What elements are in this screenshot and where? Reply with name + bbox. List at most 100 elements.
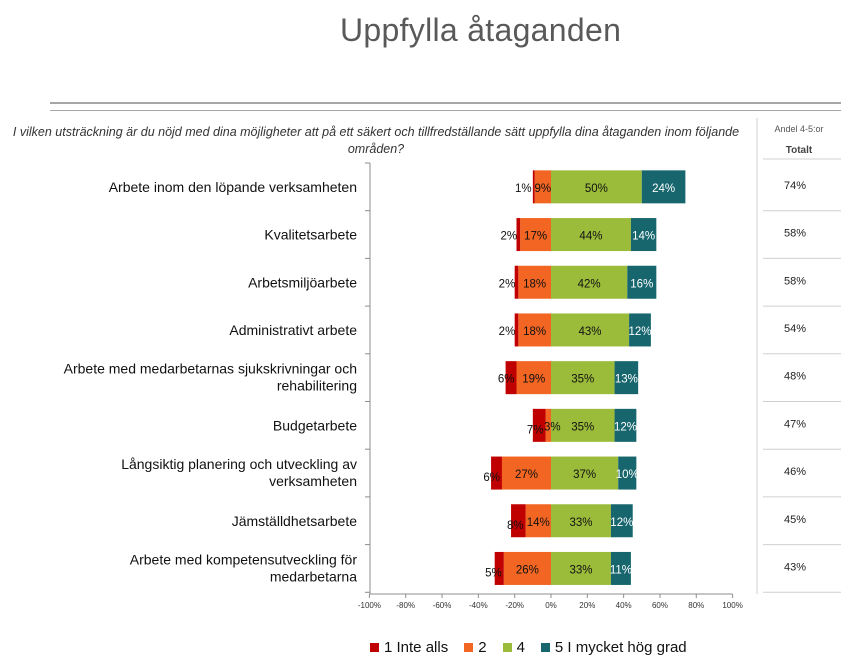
x-tick-label: -80% — [396, 601, 415, 610]
bar-segment — [545, 408, 551, 442]
page-title: Uppfylla åtaganden — [340, 12, 622, 48]
bar-segment — [518, 265, 551, 299]
legend-item: 5 I mycket hög grad — [540, 639, 687, 656]
category-label: medarbetarna — [270, 568, 357, 584]
bar-segment — [501, 456, 551, 490]
data-label: 14% — [632, 231, 655, 243]
legend-item: 1 Inte alls — [370, 639, 448, 656]
bar-segment — [525, 504, 551, 538]
side-panel-value: 58% — [784, 228, 806, 240]
bar-segment — [516, 361, 551, 395]
side-panel-value: 58% — [784, 275, 806, 287]
bar-segment — [641, 170, 686, 204]
data-label: 43% — [579, 326, 602, 338]
bar-segment — [610, 551, 631, 585]
bar-segment — [614, 408, 637, 442]
category-label: Jämställdhetsarbete — [232, 513, 358, 529]
bar-segment — [629, 313, 651, 347]
side-panel-value: 43% — [784, 561, 806, 573]
bar-segment — [551, 408, 615, 442]
bar-segment — [505, 361, 517, 395]
header-divider — [50, 102, 841, 104]
x-tick-label: -20% — [505, 601, 524, 610]
x-tick-label: 60% — [652, 601, 668, 610]
bar-segment — [610, 504, 633, 538]
legend-label: 2 — [478, 639, 487, 656]
legend-label: 4 — [516, 639, 525, 656]
category-label: Arbete med kompetensutveckling för — [130, 551, 358, 567]
data-label: 35% — [571, 421, 594, 433]
legend-label: 5 I mycket hög grad — [554, 639, 687, 656]
bar-segment — [551, 504, 611, 538]
category-label: Långsiktig planering och utveckling av — [121, 456, 357, 472]
x-tick-label: 0% — [545, 601, 557, 610]
bar-segment — [534, 170, 551, 204]
bar-segment — [532, 170, 535, 204]
data-label: 2% — [501, 231, 518, 243]
side-panel-value: 45% — [784, 514, 806, 526]
data-label: 18% — [523, 326, 546, 338]
data-label: 12% — [614, 421, 637, 433]
legend-swatch — [370, 643, 379, 652]
bar-segment — [551, 361, 615, 395]
x-tick-label: -60% — [433, 601, 452, 610]
data-label: 1% — [515, 183, 532, 195]
bar-segment — [532, 408, 546, 442]
x-tick-label: 100% — [722, 601, 742, 610]
data-label: 6% — [498, 374, 515, 386]
data-label: 5% — [485, 567, 502, 579]
survey-question: I vilken utsträckning är du nöjd med din… — [12, 125, 740, 156]
bar-segment — [618, 456, 637, 490]
x-tick-label: -40% — [469, 601, 488, 610]
category-label: Administrativt arbete — [229, 322, 357, 338]
legend-label: 1 Inte alls — [384, 639, 449, 656]
data-label: 19% — [522, 374, 545, 386]
data-label: 37% — [573, 469, 596, 481]
data-label: 24% — [652, 183, 675, 195]
category-label: Budgetarbete — [273, 417, 357, 433]
bar-segment — [511, 504, 526, 538]
bar-segment — [551, 313, 630, 347]
data-label: 50% — [585, 183, 608, 195]
data-label: 7% — [527, 424, 544, 436]
bar-segment — [514, 313, 519, 347]
data-label: 2% — [499, 326, 516, 338]
x-tick-label: 40% — [616, 601, 632, 610]
data-label: 12% — [610, 517, 633, 529]
header-divider-thin — [50, 110, 841, 111]
side-panel-value: 47% — [784, 418, 806, 430]
data-label: 27% — [515, 469, 538, 481]
bar-segment — [627, 265, 657, 299]
bar-segment — [551, 218, 631, 252]
data-label: 17% — [524, 231, 547, 243]
x-tick-label: -100% — [358, 601, 381, 610]
data-label: 13% — [615, 374, 638, 386]
x-tick-label: 20% — [579, 601, 595, 610]
category-label: Arbete inom den löpande verksamheten — [109, 179, 357, 195]
bar-segment — [520, 218, 551, 252]
data-label: 8% — [507, 520, 524, 532]
data-label: 33% — [569, 564, 592, 576]
legend-swatch — [464, 643, 474, 652]
category-label: rehabilitering — [277, 378, 357, 394]
side-panel-value: 54% — [784, 323, 806, 335]
bar-segment — [630, 218, 657, 252]
side-panel-subheader: Totalt — [785, 145, 813, 156]
data-label: 12% — [628, 326, 651, 338]
side-panel-value: 46% — [784, 466, 806, 478]
bar-segment — [491, 456, 502, 490]
data-label: 35% — [571, 374, 594, 386]
bar-segment — [516, 218, 521, 252]
data-label: 14% — [527, 517, 550, 529]
bar-segment — [551, 265, 628, 299]
side-panel-value: 74% — [784, 180, 806, 192]
data-label: 10% — [616, 469, 639, 481]
legend-swatch — [502, 643, 512, 652]
data-label: 2% — [499, 278, 516, 290]
data-label: 44% — [579, 231, 602, 243]
category-label: Arbetsmiljöarbete — [248, 274, 357, 290]
data-label: 18% — [523, 278, 546, 290]
bar-segment — [518, 313, 551, 347]
data-label: 33% — [569, 517, 592, 529]
